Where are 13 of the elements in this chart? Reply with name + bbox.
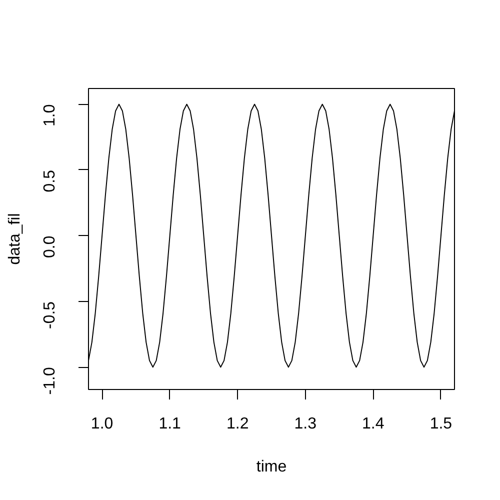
x-tick-label: 1.5 [430, 416, 452, 432]
y-tick-label: -0.5 [42, 301, 58, 330]
y-axis-title: data_fil [6, 213, 24, 265]
y-tick-label: 0.5 [42, 170, 58, 192]
y-tick-label: -1.0 [42, 367, 58, 395]
x-axis-title: time [256, 458, 287, 476]
x-tick-label: 1.2 [226, 416, 249, 432]
y-tick-label: 0.0 [42, 236, 58, 258]
x-tick-label: 1.1 [158, 416, 182, 432]
x-tick-label: 1.4 [362, 416, 384, 432]
x-tick-label: 1.0 [90, 416, 114, 432]
y-tick-label: 1.0 [42, 104, 58, 127]
x-tick-label: 1.3 [294, 416, 317, 432]
